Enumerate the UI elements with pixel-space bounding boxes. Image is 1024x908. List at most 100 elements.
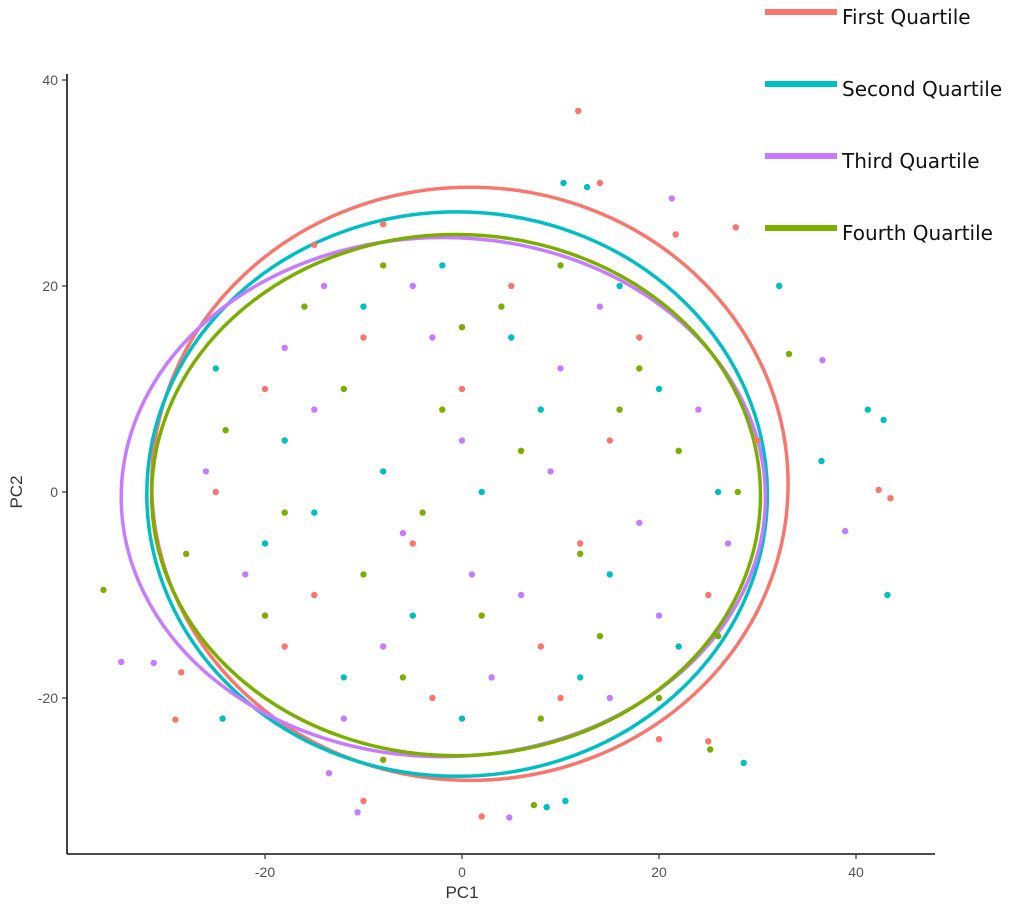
x-tick-label-40: 40 bbox=[848, 864, 864, 880]
point-fourth-quartile-8 bbox=[419, 509, 426, 516]
point-fourth-quartile-14 bbox=[439, 406, 446, 413]
point-second-quartile-20 bbox=[212, 365, 219, 372]
point-fourth-quartile-6 bbox=[340, 385, 347, 393]
point-third-quartile-10 bbox=[311, 406, 318, 413]
point-fourth-quartile-15 bbox=[596, 633, 604, 640]
point-second-quartile-25 bbox=[714, 488, 722, 496]
point-first-quartile-19 bbox=[606, 437, 613, 444]
point-first-quartile-22 bbox=[705, 591, 712, 599]
point-fourth-quartile-12 bbox=[301, 303, 308, 310]
point-third-quartile-14 bbox=[517, 591, 525, 599]
point-fourth-quartile-25 bbox=[183, 550, 190, 557]
y-tick-label-0: 0 bbox=[50, 484, 58, 500]
point-first-quartile-8 bbox=[178, 669, 185, 676]
point-fourth-quartile-19 bbox=[714, 633, 722, 640]
point-first-quartile-3 bbox=[732, 224, 739, 231]
point-first-quartile-25 bbox=[537, 643, 544, 650]
point-second-quartile-7 bbox=[562, 797, 569, 805]
point-third-quartile-15 bbox=[380, 643, 387, 650]
point-third-quartile-5 bbox=[354, 809, 361, 816]
point-second-quartile-9 bbox=[560, 179, 567, 187]
point-first-quartile-4 bbox=[705, 738, 712, 745]
point-first-quartile-20 bbox=[409, 540, 416, 547]
point-fourth-quartile-5 bbox=[498, 303, 505, 310]
point-second-quartile-21 bbox=[537, 406, 544, 413]
point-second-quartile-26 bbox=[458, 715, 466, 722]
point-second-quartile-15 bbox=[655, 385, 663, 393]
point-fourth-quartile-9 bbox=[636, 365, 643, 372]
point-third-quartile-3 bbox=[819, 357, 826, 364]
point-second-quartile-13 bbox=[606, 571, 613, 578]
point-third-quartile-6 bbox=[325, 770, 333, 777]
x-axis-title: PC1 bbox=[445, 883, 478, 902]
point-second-quartile-11 bbox=[360, 303, 367, 310]
point-first-quartile-14 bbox=[557, 694, 564, 702]
point-second-quartile-18 bbox=[340, 674, 347, 681]
point-second-quartile-22 bbox=[380, 468, 387, 475]
legend: First Quartile Second Quartile Third Quart… bbox=[765, 5, 1002, 245]
legend-label-third-quartile: Third Quartile bbox=[841, 149, 980, 173]
point-third-quartile-23 bbox=[547, 468, 554, 475]
point-second-quartile-8 bbox=[219, 715, 226, 722]
point-fourth-quartile-28 bbox=[734, 488, 741, 496]
point-first-quartile-7 bbox=[172, 716, 179, 723]
point-second-quartile-0 bbox=[884, 591, 891, 599]
point-third-quartile-20 bbox=[281, 344, 288, 351]
legend-label-fourth-quartile: Fourth Quartile bbox=[842, 221, 993, 245]
point-third-quartile-25 bbox=[606, 694, 613, 702]
y-tick-label--20: -20 bbox=[38, 690, 58, 706]
point-second-quartile-6 bbox=[543, 804, 550, 811]
legend-label-second-quartile: Second Quartile bbox=[842, 77, 1002, 101]
ellipse-fourth-quartile bbox=[149, 232, 763, 758]
point-third-quartile-0 bbox=[118, 658, 125, 666]
point-first-quartile-16 bbox=[360, 334, 367, 341]
point-first-quartile-9 bbox=[478, 813, 485, 820]
point-fourth-quartile-1 bbox=[785, 350, 793, 358]
point-third-quartile-22 bbox=[429, 334, 436, 341]
point-first-quartile-24 bbox=[212, 488, 219, 496]
point-fourth-quartile-7 bbox=[577, 550, 584, 557]
point-fourth-quartile-27 bbox=[380, 756, 387, 763]
point-fourth-quartile-3 bbox=[530, 801, 538, 809]
ellipse-first-quartile bbox=[149, 185, 790, 783]
point-fourth-quartile-21 bbox=[557, 262, 564, 269]
point-third-quartile-2 bbox=[842, 527, 849, 535]
x-tick-label-20: 20 bbox=[651, 864, 667, 880]
point-first-quartile-27 bbox=[636, 334, 643, 341]
x-tick-label-0: 0 bbox=[458, 864, 466, 880]
point-first-quartile-2 bbox=[672, 231, 679, 238]
point-third-quartile-28 bbox=[320, 282, 328, 290]
point-fourth-quartile-4 bbox=[380, 262, 387, 269]
point-second-quartile-14 bbox=[281, 437, 288, 444]
point-first-quartile-15 bbox=[261, 385, 269, 393]
point-second-quartile-24 bbox=[261, 540, 269, 547]
point-first-quartile-26 bbox=[429, 694, 436, 702]
point-fourth-quartile-20 bbox=[399, 674, 407, 681]
point-second-quartile-2 bbox=[864, 406, 871, 413]
point-second-quartile-27 bbox=[439, 262, 446, 269]
x-tick-label--20: -20 bbox=[255, 864, 275, 880]
point-fourth-quartile-11 bbox=[537, 715, 544, 722]
point-fourth-quartile-29 bbox=[458, 324, 466, 331]
point-first-quartile-18 bbox=[508, 282, 515, 290]
legend-label-first-quartile: First Quartile bbox=[842, 5, 971, 29]
point-second-quartile-28 bbox=[577, 674, 584, 681]
point-fourth-quartile-17 bbox=[517, 447, 525, 454]
point-fourth-quartile-0 bbox=[100, 586, 107, 594]
point-first-quartile-23 bbox=[754, 437, 761, 444]
point-fourth-quartile-13 bbox=[675, 447, 682, 454]
scatter-points bbox=[100, 107, 894, 821]
y-axis-title: PC2 bbox=[7, 475, 26, 508]
point-third-quartile-4 bbox=[668, 195, 675, 202]
point-second-quartile-16 bbox=[409, 612, 416, 619]
point-fourth-quartile-10 bbox=[261, 612, 269, 619]
y-tick-label-20: 20 bbox=[42, 278, 58, 294]
point-fourth-quartile-24 bbox=[655, 694, 663, 702]
point-first-quartile-13 bbox=[655, 736, 663, 743]
point-third-quartile-12 bbox=[458, 437, 466, 444]
point-first-quartile-5 bbox=[887, 495, 894, 502]
point-first-quartile-28 bbox=[281, 643, 288, 650]
point-third-quartile-21 bbox=[655, 612, 663, 619]
point-third-quartile-26 bbox=[399, 530, 407, 537]
